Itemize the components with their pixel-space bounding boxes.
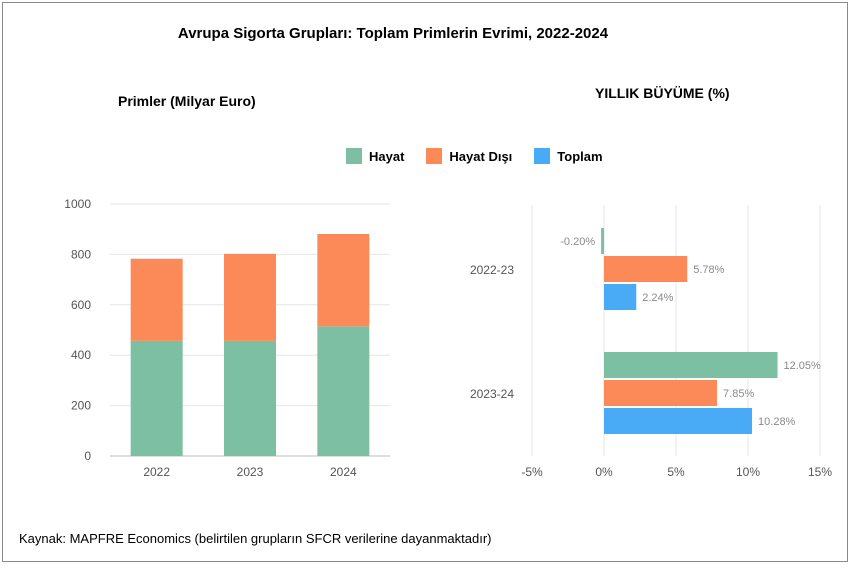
chart-title: Avrupa Sigorta Grupları: Toplam Primleri… bbox=[177, 25, 609, 42]
x-tick-label: 2022 bbox=[143, 465, 170, 479]
left-chart-title: Primler (Milyar Euro) bbox=[118, 93, 256, 109]
legend-swatch-toplam bbox=[534, 148, 551, 164]
category-label: 2023-24 bbox=[470, 387, 514, 401]
growth-bar bbox=[604, 256, 688, 282]
legend: Hayat Hayat Dışı Toplam bbox=[346, 148, 625, 164]
y-tick-label: 600 bbox=[71, 298, 91, 312]
y-tick-label: 400 bbox=[71, 348, 91, 362]
x-tick-label: 15% bbox=[808, 465, 832, 479]
y-tick-label: 200 bbox=[71, 399, 91, 413]
right-chart-title: YILLIK BÜYÜME (%) bbox=[595, 85, 730, 101]
x-tick-label: -5% bbox=[521, 465, 543, 479]
x-tick-label: 10% bbox=[736, 465, 760, 479]
data-label: 7.85% bbox=[723, 388, 754, 400]
data-label: -0.20% bbox=[560, 236, 595, 248]
legend-swatch-hayat-disi bbox=[426, 148, 443, 164]
bar-segment bbox=[130, 258, 183, 341]
growth-bar bbox=[601, 228, 604, 254]
category-label: 2022-23 bbox=[470, 263, 514, 277]
legend-label-toplam: Toplam bbox=[557, 148, 603, 164]
data-label: 5.78% bbox=[693, 264, 724, 276]
y-tick-label: 800 bbox=[71, 247, 91, 261]
x-tick-label: 2023 bbox=[237, 465, 264, 479]
legend-item-hayat-disi: Hayat Dışı bbox=[426, 148, 512, 164]
x-tick-label: 2024 bbox=[330, 465, 357, 479]
bar-segment bbox=[317, 233, 370, 327]
legend-label-hayat: Hayat bbox=[369, 148, 405, 164]
growth-bar bbox=[604, 352, 778, 378]
legend-item-toplam: Toplam bbox=[534, 148, 603, 164]
growth-bar bbox=[604, 284, 637, 310]
legend-item-hayat: Hayat bbox=[346, 148, 404, 164]
legend-label-hayat-disi: Hayat Dışı bbox=[449, 148, 513, 164]
bar-segment bbox=[317, 326, 370, 456]
source-note: Kaynak: MAPFRE Economics (belirtilen gru… bbox=[19, 531, 492, 546]
bar-segment bbox=[224, 253, 276, 341]
chart-frame: Avrupa Sigorta Grupları: Toplam Primleri… bbox=[2, 2, 848, 562]
growth-bar bbox=[604, 408, 753, 434]
growth-bar bbox=[604, 380, 718, 406]
data-label: 2.24% bbox=[642, 292, 673, 304]
data-label: 10.28% bbox=[758, 416, 796, 428]
bar-segment bbox=[224, 340, 276, 456]
data-label: 12.05% bbox=[784, 360, 822, 372]
bar-segment bbox=[130, 340, 183, 456]
x-tick-label: 0% bbox=[595, 465, 613, 479]
legend-swatch-hayat bbox=[346, 148, 362, 164]
x-tick-label: 5% bbox=[667, 465, 685, 479]
y-tick-label: 0 bbox=[84, 449, 91, 463]
y-tick-label: 1000 bbox=[64, 197, 91, 211]
